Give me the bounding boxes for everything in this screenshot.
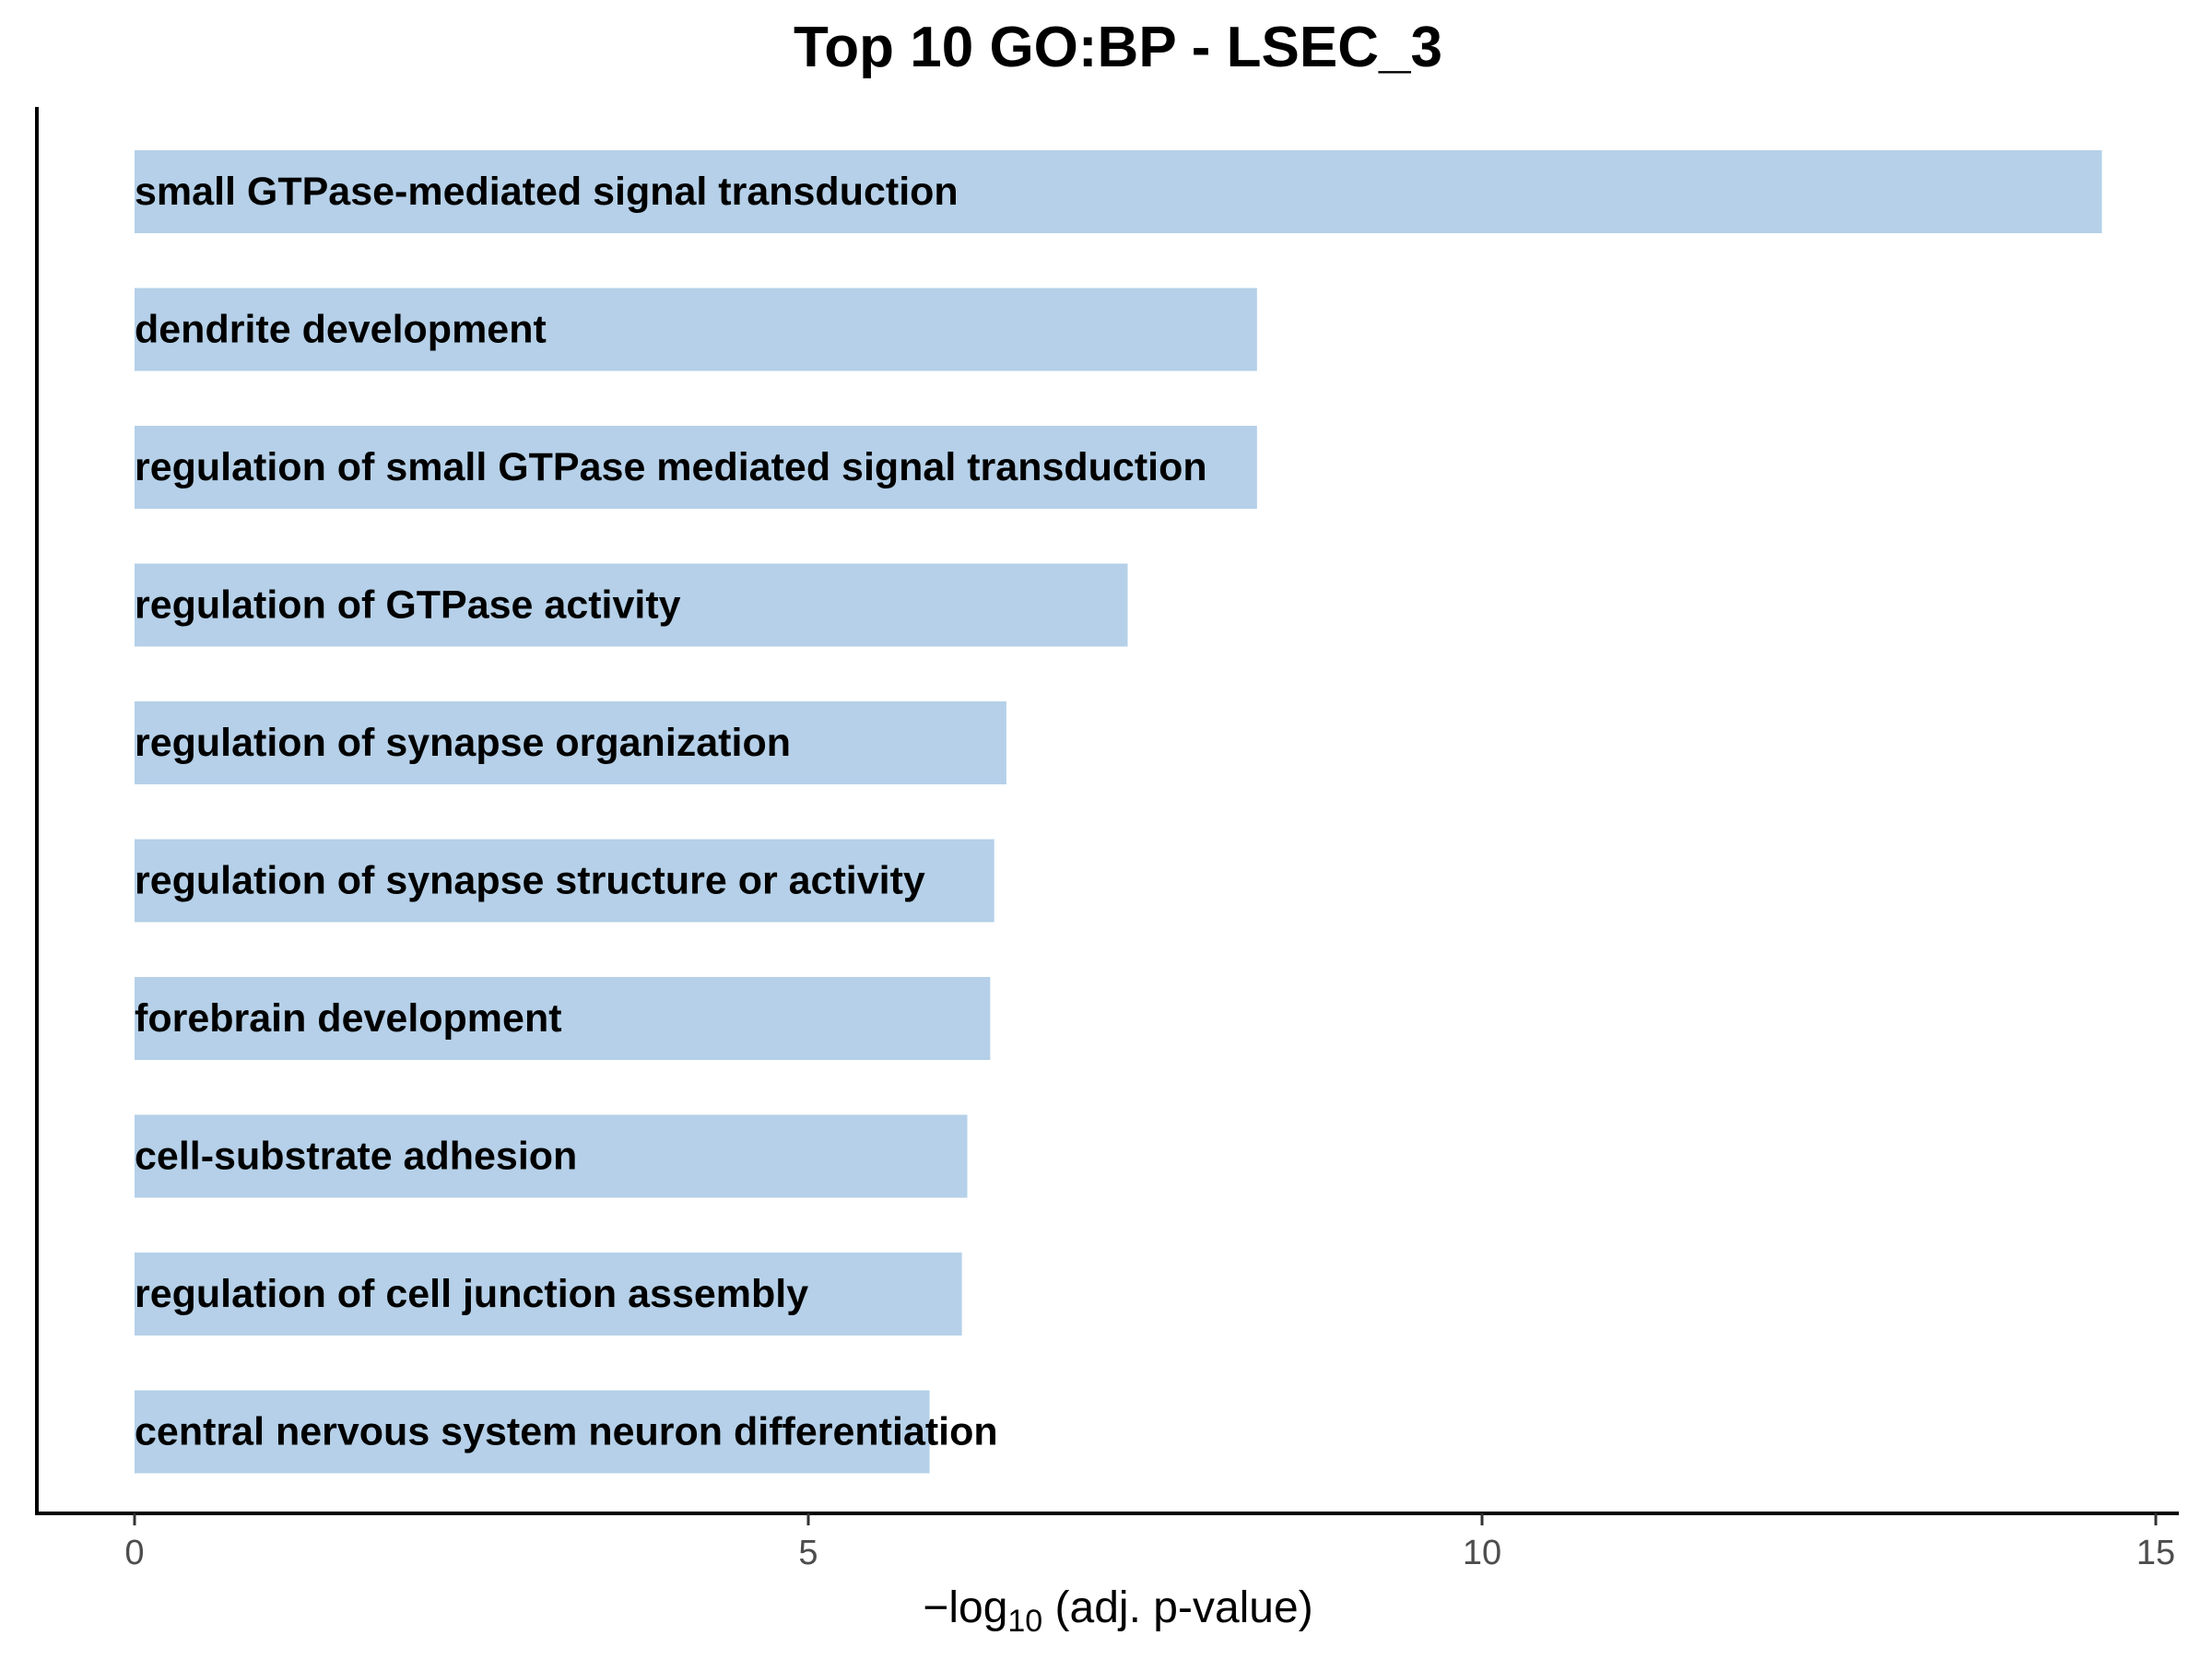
bar: [135, 150, 2102, 233]
chart-title: Top 10 GO:BP - LSEC_3: [794, 16, 1442, 79]
bars: small GTPase-mediated signal transductio…: [135, 150, 2102, 1474]
bar-label: regulation of small GTPase mediated sign…: [135, 445, 1207, 489]
bar: [135, 1253, 962, 1335]
bar-label: dendrite development: [135, 308, 547, 352]
x-axis-title: −log10 (adj. p-value): [923, 1583, 1312, 1639]
bar: [135, 701, 1006, 784]
bar: [135, 1114, 968, 1198]
x-axis-title-prefix: −log: [923, 1583, 1007, 1632]
bar-label: small GTPase-mediated signal transductio…: [135, 170, 959, 214]
x-tick-label: 15: [2136, 1534, 2175, 1572]
bar-label: regulation of cell junction assembly: [135, 1272, 808, 1316]
x-tick-label: 0: [124, 1534, 144, 1572]
x-tick-label: 5: [798, 1534, 818, 1572]
bar: [135, 839, 994, 923]
x-axis-title-subscript: 10: [1007, 1604, 1042, 1639]
bar: [135, 288, 1257, 371]
bar: [135, 977, 991, 1060]
bar-label: cell-substrate adhesion: [135, 1135, 577, 1179]
x-tick-label: 10: [1463, 1534, 1501, 1572]
x-ticks: 0 5 10 15: [124, 1513, 2175, 1572]
bar: [135, 563, 1128, 647]
bar: [135, 1390, 930, 1474]
bar-label: regulation of synapse structure or activ…: [135, 859, 925, 903]
bar-label: regulation of synapse organization: [135, 721, 791, 765]
bar-label: central nervous system neuron differenti…: [135, 1410, 998, 1454]
bar: [135, 426, 1257, 509]
bar-label: forebrain development: [135, 996, 562, 1041]
bar-label: regulation of GTPase activity: [135, 583, 681, 628]
x-axis-title-suffix: (adj. p-value): [1042, 1583, 1312, 1632]
